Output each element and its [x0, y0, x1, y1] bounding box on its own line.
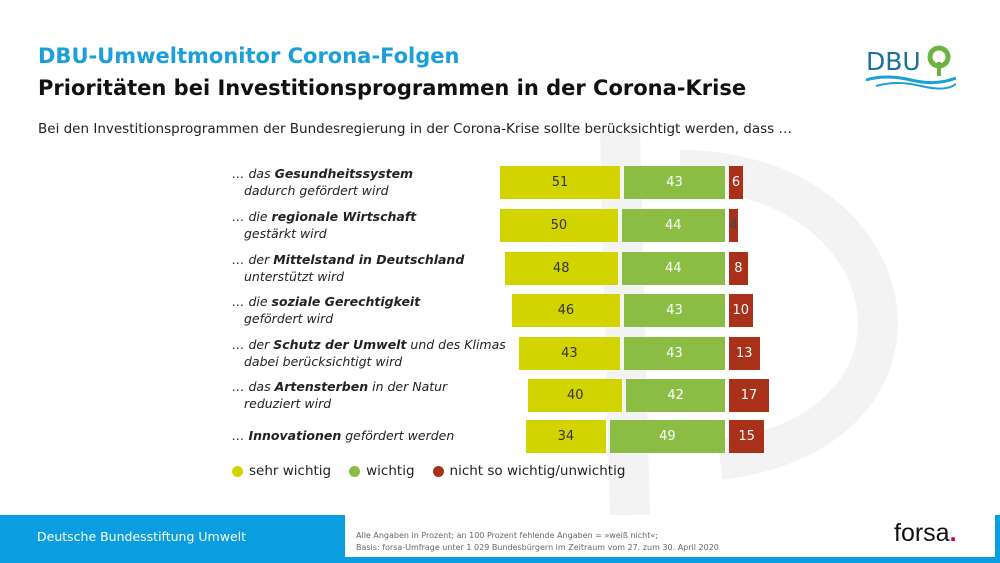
bar-wichtig: 44: [621, 209, 725, 242]
bar-wichtig: 43: [623, 337, 725, 370]
chart-title: DBU-Umweltmonitor Corona-Folgen: [38, 44, 460, 68]
svg-text:DBU: DBU: [866, 47, 921, 76]
bar-sehr-wichtig: 51: [500, 166, 620, 199]
category-label: … das Gesundheitssystem dadurch gefördert…: [232, 165, 413, 199]
category-label: … die soziale Gerechtigkeit gefördert wir…: [232, 293, 420, 327]
label-line-1: … der Schutz der Umwelt und des Klimas: [232, 337, 506, 352]
forsa-dot: .: [949, 519, 957, 547]
bar-sehr-wichtig: 46: [511, 294, 620, 327]
label-text: Schutz der Umwelt: [273, 337, 407, 352]
label-text: … der: [232, 252, 274, 267]
bar-nicht-so-wichtig-unwichtig: 17: [729, 379, 769, 412]
question-text: Bei den Investitionsprogrammen der Bunde…: [38, 121, 793, 137]
category-label: … der Mittelstand in Deutschland unterstü…: [232, 251, 464, 285]
label-text: … der: [232, 337, 274, 352]
label-text: … die: [232, 294, 272, 309]
footer-org: Deutsche Bundesstiftung Umwelt: [0, 515, 345, 557]
bar-nicht-so-wichtig-unwichtig: 10: [729, 294, 753, 327]
bar-wichtig: 44: [621, 252, 725, 285]
label-text: und des Klimas: [406, 337, 506, 352]
bar-wichtig: 43: [623, 166, 725, 199]
legend-item: nicht so wichtig/unwichtig: [432, 463, 626, 479]
bar-wichtig: 49: [609, 420, 725, 453]
label-text: … das: [232, 379, 275, 394]
label-text: …: [232, 428, 249, 443]
label-line-2: reduziert wird: [244, 396, 332, 411]
bar-nicht-so-wichtig-unwichtig: 4: [729, 209, 739, 242]
bar-sehr-wichtig: 43: [518, 337, 620, 370]
label-line-2: gestärkt wird: [244, 226, 327, 241]
bar-wichtig: 43: [623, 294, 725, 327]
category-label: … das Artensterben in der Natur reduziert…: [232, 378, 447, 412]
bar-nicht-so-wichtig-unwichtig: 6: [729, 166, 744, 199]
legend-label: wichtig: [366, 463, 415, 479]
legend-item: wichtig: [349, 463, 415, 479]
label-line-1: … der Mittelstand in Deutschland: [232, 252, 464, 267]
label-text: Artensterben: [274, 379, 369, 394]
legend-swatch: [432, 465, 444, 477]
label-text: soziale Gerechtigkeit: [271, 294, 421, 309]
label-line-2: gefördert wird: [244, 311, 334, 326]
note-line-2: Basis: forsa-Umfrage unter 1 029 Bundesb…: [356, 543, 719, 552]
legend-swatch: [232, 465, 243, 477]
chart-subtitle: Prioritäten bei Investitionsprogrammen i…: [38, 76, 747, 100]
bar-nicht-so-wichtig-unwichtig: 15: [729, 420, 765, 453]
category-label: … Innovationen gefördert werden: [232, 427, 454, 444]
category-label: … der Schutz der Umwelt und des Klimas da…: [232, 336, 506, 370]
bar-nicht-so-wichtig-unwichtig: 13: [729, 337, 760, 370]
bar-sehr-wichtig: 34: [525, 420, 606, 453]
category-label: … die regionale Wirtschaft gestärkt wird: [232, 208, 416, 242]
label-line-1: … die soziale Gerechtigkeit: [232, 294, 420, 309]
bar-sehr-wichtig: 50: [500, 209, 618, 242]
legend-label: sehr wichtig: [249, 463, 332, 479]
label-line-1: … das Artensterben in der Natur: [232, 379, 447, 394]
label-line-1: … die regionale Wirtschaft: [232, 209, 416, 224]
forsa-logo: forsa.: [894, 519, 957, 548]
note-line-1: Alle Angaben in Prozent; an 100 Prozent …: [356, 531, 658, 540]
label-text: Gesundheitssystem: [274, 166, 414, 181]
label-line-1: … das Gesundheitssystem: [232, 166, 413, 181]
label-text: Mittelstand in Deutschland: [273, 252, 465, 267]
label-text: … die: [232, 209, 272, 224]
label-line-1: … Innovationen gefördert werden: [232, 428, 454, 443]
legend-label: nicht so wichtig/unwichtig: [449, 463, 626, 479]
forsa-text: forsa: [894, 519, 950, 547]
label-text: Innovationen: [248, 428, 342, 443]
legend-item: sehr wichtig: [232, 463, 331, 479]
bar-wichtig: 42: [626, 379, 725, 412]
label-text: gefördert werden: [341, 428, 455, 443]
legend: sehr wichtig wichtig nicht so wichtig/un…: [232, 463, 625, 479]
footer-note: Alle Angaben in Prozent; an 100 Prozent …: [356, 530, 719, 554]
label-line-2: dadurch gefördert wird: [244, 183, 389, 198]
bar-sehr-wichtig: 40: [528, 379, 623, 412]
footer-line: [0, 557, 1000, 563]
label-line-2: unterstützt wird: [244, 269, 345, 284]
dbu-logo: DBU: [865, 40, 957, 90]
label-line-2: dabei berücksichtigt wird: [244, 354, 403, 369]
label-text: in der Natur: [368, 379, 448, 394]
bar-sehr-wichtig: 48: [504, 252, 618, 285]
bar-nicht-so-wichtig-unwichtig: 8: [729, 252, 748, 285]
legend-swatch: [349, 465, 361, 477]
footer-right-line: [995, 515, 1000, 563]
label-text: … das: [232, 166, 275, 181]
label-text: regionale Wirtschaft: [271, 209, 417, 224]
